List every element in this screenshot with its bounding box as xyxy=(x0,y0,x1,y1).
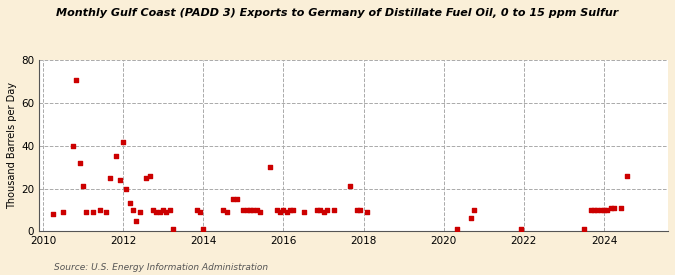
Point xyxy=(68,144,78,148)
Point xyxy=(155,210,165,214)
Point xyxy=(285,208,296,212)
Point xyxy=(238,208,249,212)
Point xyxy=(298,210,309,214)
Point xyxy=(241,208,252,212)
Point xyxy=(609,205,620,210)
Point xyxy=(74,161,85,165)
Point xyxy=(134,210,145,214)
Point xyxy=(278,208,289,212)
Point xyxy=(115,178,126,182)
Point xyxy=(78,184,88,189)
Point xyxy=(281,210,292,214)
Point xyxy=(622,174,632,178)
Point xyxy=(88,210,99,214)
Point xyxy=(248,208,259,212)
Point xyxy=(465,216,476,221)
Point xyxy=(352,208,362,212)
Point xyxy=(585,208,596,212)
Point xyxy=(221,210,232,214)
Point xyxy=(195,210,206,214)
Point xyxy=(81,210,92,214)
Point xyxy=(589,208,599,212)
Point xyxy=(452,227,462,231)
Point xyxy=(245,208,256,212)
Point xyxy=(361,210,372,214)
Point xyxy=(265,165,275,169)
Point xyxy=(288,208,299,212)
Point xyxy=(328,208,339,212)
Point xyxy=(148,208,159,212)
Text: Source: U.S. Energy Information Administration: Source: U.S. Energy Information Administ… xyxy=(54,263,268,272)
Point xyxy=(595,208,606,212)
Point xyxy=(191,208,202,212)
Point xyxy=(616,205,626,210)
Point xyxy=(141,176,152,180)
Text: Monthly Gulf Coast (PADD 3) Exports to Germany of Distillate Fuel Oil, 0 to 15 p: Monthly Gulf Coast (PADD 3) Exports to G… xyxy=(57,8,618,18)
Point xyxy=(151,210,162,214)
Point xyxy=(468,208,479,212)
Y-axis label: Thousand Barrels per Day: Thousand Barrels per Day xyxy=(7,82,17,209)
Point xyxy=(111,154,122,159)
Point xyxy=(311,208,322,212)
Point xyxy=(105,176,115,180)
Point xyxy=(228,197,239,201)
Point xyxy=(125,201,136,206)
Point xyxy=(101,210,112,214)
Point xyxy=(121,186,132,191)
Point xyxy=(321,208,332,212)
Point xyxy=(71,78,82,82)
Point xyxy=(161,210,172,214)
Point xyxy=(131,218,142,223)
Point xyxy=(255,210,266,214)
Point xyxy=(515,227,526,231)
Point xyxy=(315,208,326,212)
Point xyxy=(605,205,616,210)
Point xyxy=(118,139,129,144)
Point xyxy=(355,208,366,212)
Point xyxy=(218,208,229,212)
Point xyxy=(168,227,179,231)
Point xyxy=(599,208,610,212)
Point xyxy=(251,208,262,212)
Point xyxy=(592,208,603,212)
Point xyxy=(165,208,176,212)
Point xyxy=(48,212,59,216)
Point xyxy=(602,208,613,212)
Point xyxy=(345,184,356,189)
Point xyxy=(271,208,282,212)
Point xyxy=(232,197,242,201)
Point xyxy=(275,210,286,214)
Point xyxy=(128,208,138,212)
Point xyxy=(318,210,329,214)
Point xyxy=(158,208,169,212)
Point xyxy=(144,174,155,178)
Point xyxy=(58,210,69,214)
Point xyxy=(578,227,589,231)
Point xyxy=(198,227,209,231)
Point xyxy=(95,208,105,212)
